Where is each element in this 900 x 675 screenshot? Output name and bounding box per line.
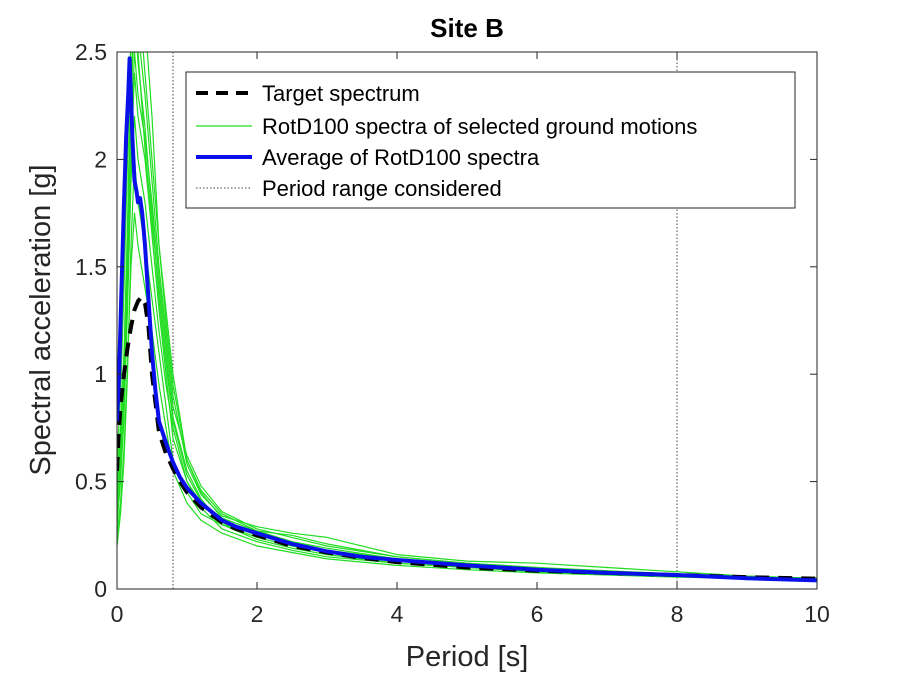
plot-frame <box>116 51 818 590</box>
legend-box <box>185 71 796 209</box>
target-spectrum-line <box>117 294 817 581</box>
average-spectrum-line <box>117 56 817 583</box>
y-axis-label: Spectral acceleration [g] <box>25 164 57 475</box>
record-spectrum-6 <box>117 52 817 579</box>
y-tick-label: 2 <box>94 146 107 172</box>
axis-ticks: 0 2 4 6 8 10 0 0.5 1 1.5 2 2.5 <box>75 39 830 627</box>
legend-target-label: Target spectrum <box>262 81 420 106</box>
legend-range-label: Period range considered <box>262 176 502 201</box>
legend-average-label: Average of RotD100 spectra <box>262 145 540 170</box>
x-tick-label: 10 <box>804 601 830 627</box>
y-tick-label: 0.5 <box>75 469 107 495</box>
plot-lines <box>117 52 817 583</box>
x-axis-label: Period [s] <box>406 641 529 673</box>
x-tick-label: 8 <box>671 601 684 627</box>
x-tick-label: 4 <box>391 601 404 627</box>
x-tick-label: 6 <box>531 601 544 627</box>
y-tick-label: 0 <box>94 576 107 602</box>
record-spectrum-5 <box>117 212 817 581</box>
y-tick-label: 1.5 <box>75 254 107 280</box>
x-tick-label: 2 <box>251 601 264 627</box>
y-tick-label: 2.5 <box>75 39 107 65</box>
legend-records-label: RotD100 spectra of selected ground motio… <box>262 114 697 139</box>
x-tick-label: 0 <box>111 601 124 627</box>
chart-title: Site B <box>430 13 504 43</box>
y-tick-label: 1 <box>94 361 107 387</box>
legend: Target spectrum RotD100 spectra of selec… <box>185 71 796 209</box>
